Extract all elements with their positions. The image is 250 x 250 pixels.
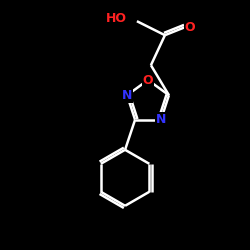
Text: HO: HO xyxy=(106,12,127,25)
Text: O: O xyxy=(184,21,195,34)
Text: N: N xyxy=(122,89,132,102)
Text: O: O xyxy=(143,74,153,86)
Text: N: N xyxy=(156,113,166,126)
